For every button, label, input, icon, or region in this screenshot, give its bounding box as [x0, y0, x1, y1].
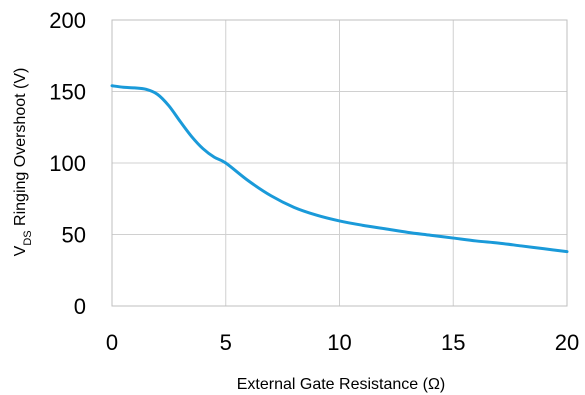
y-tick-label: 150 — [49, 80, 86, 105]
grid — [111, 19, 568, 307]
x-tick-label: 0 — [106, 330, 118, 355]
y-axis-title-rest: Ringing Overshoot (V) — [12, 68, 29, 231]
x-tick-labels: 0 5 10 15 20 — [106, 330, 579, 355]
series-line-0 — [110, 84, 569, 254]
x-tick-label: 20 — [555, 330, 579, 355]
plot-frame — [111, 19, 568, 307]
x-axis-title: External Gate Resistance (Ω) — [237, 376, 445, 393]
y-tick-label: 50 — [62, 223, 86, 248]
y-tick-label: 200 — [49, 8, 86, 33]
x-tick-label: 15 — [441, 330, 465, 355]
y-axis-title-subscript: DS — [22, 230, 34, 245]
series-layer — [110, 84, 569, 254]
x-tick-label: 5 — [220, 330, 232, 355]
y-axis-title-prefix: V — [12, 245, 29, 256]
y-tick-labels: 0 50 100 150 200 — [49, 8, 86, 319]
y-axis-title: VDS Ringing Overshoot (V) — [12, 68, 34, 257]
x-tick-label: 10 — [327, 330, 351, 355]
y-tick-label: 0 — [74, 294, 86, 319]
y-tick-label: 100 — [49, 151, 86, 176]
